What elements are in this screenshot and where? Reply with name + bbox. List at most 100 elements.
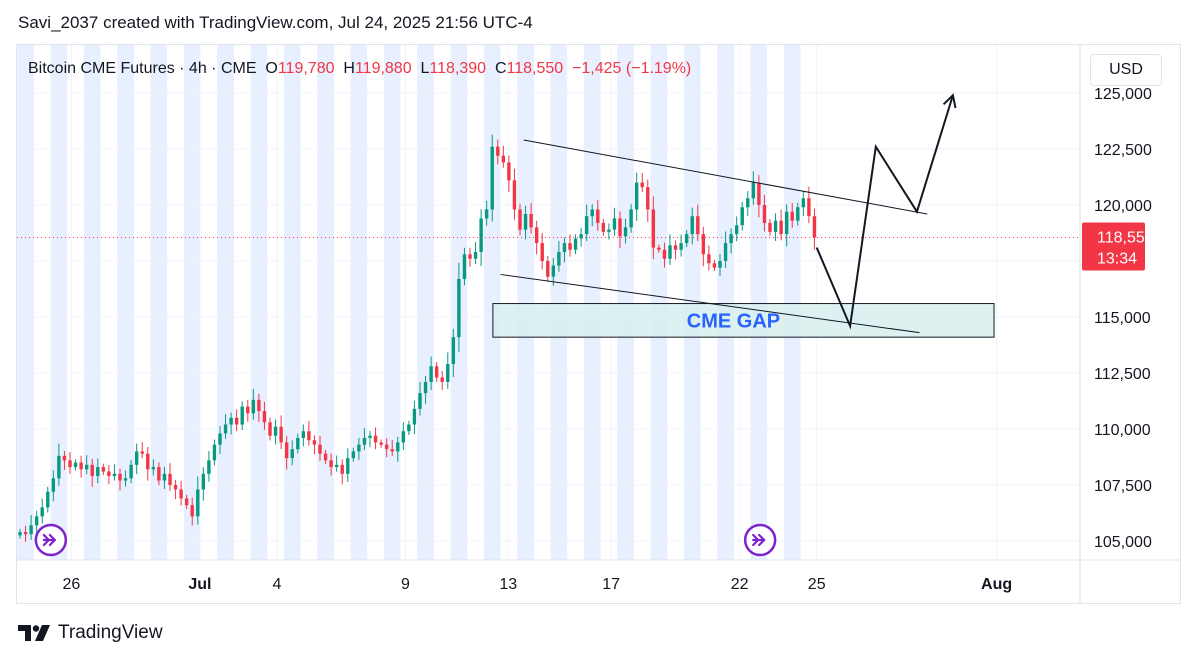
candle-body xyxy=(596,209,600,223)
candle xyxy=(673,240,678,260)
candle-body xyxy=(290,449,294,459)
candle-body xyxy=(273,426,278,436)
candle xyxy=(96,458,100,484)
candle xyxy=(162,466,167,489)
candle-body xyxy=(734,225,739,235)
candle-body xyxy=(79,462,83,470)
candle-body xyxy=(23,532,28,535)
candle-body xyxy=(151,467,156,470)
candle xyxy=(279,415,283,450)
candle-body xyxy=(62,455,67,461)
session-band xyxy=(550,45,568,560)
candle-body xyxy=(262,411,267,423)
candle-body xyxy=(229,417,233,425)
candle-body xyxy=(479,218,483,253)
candle xyxy=(51,470,56,502)
candle-body xyxy=(640,182,644,188)
candle-body xyxy=(96,467,100,477)
candle xyxy=(284,435,289,470)
price-tag-countdown: 13:34 xyxy=(1097,250,1137,267)
session-band xyxy=(117,45,134,560)
candle-body xyxy=(501,155,506,163)
candle xyxy=(151,459,156,476)
session-band xyxy=(217,45,234,560)
candle-body xyxy=(429,366,433,382)
session-band xyxy=(650,45,668,560)
candle-body xyxy=(201,473,206,490)
event-marker-icon[interactable] xyxy=(34,523,68,557)
currency-button[interactable]: USD xyxy=(1090,54,1162,86)
candle-body xyxy=(590,209,594,217)
candle xyxy=(207,450,211,482)
candle-body xyxy=(440,377,444,382)
candle-body xyxy=(568,243,572,250)
candle-body xyxy=(234,417,239,425)
candle-body xyxy=(168,473,172,485)
candle xyxy=(190,497,194,526)
candle xyxy=(457,262,461,352)
candle xyxy=(90,458,94,487)
candle xyxy=(62,450,67,470)
candle xyxy=(623,218,628,244)
candle xyxy=(740,201,744,231)
candle xyxy=(212,439,217,466)
candle xyxy=(73,459,78,471)
session-band xyxy=(517,45,534,560)
session-band xyxy=(317,45,334,560)
candle-body xyxy=(518,209,522,230)
candle xyxy=(351,447,356,462)
candle-body xyxy=(490,146,494,210)
candle-body xyxy=(784,211,789,235)
candle xyxy=(290,440,294,466)
candle-body xyxy=(796,207,800,221)
event-marker-glyph xyxy=(752,533,766,547)
candle-body xyxy=(701,234,706,255)
candle xyxy=(762,194,767,232)
candle-body xyxy=(434,366,439,378)
candle-body xyxy=(779,220,783,235)
candle-body xyxy=(134,451,139,465)
chart-frame xyxy=(16,44,1181,604)
candle-body xyxy=(462,254,467,279)
candle-body xyxy=(257,399,261,412)
candle-body xyxy=(401,431,406,443)
candle xyxy=(140,442,144,459)
candle xyxy=(734,216,739,242)
event-marker-icon[interactable] xyxy=(743,523,777,557)
symbol-title[interactable]: Bitcoin CME Futures · 4h · CME xyxy=(28,60,257,77)
price-axis-label: 105,000 xyxy=(1094,534,1152,551)
candle xyxy=(434,361,439,382)
candle-body xyxy=(218,433,222,445)
candle xyxy=(812,208,817,250)
candle xyxy=(301,424,306,447)
candle xyxy=(712,259,717,272)
session-band xyxy=(250,45,268,560)
session-band xyxy=(750,45,768,560)
candle-body xyxy=(712,263,717,268)
candle xyxy=(696,204,700,242)
candle xyxy=(268,417,272,441)
candle-body xyxy=(112,473,117,477)
candle-body xyxy=(40,507,44,517)
candle-body xyxy=(718,261,722,268)
candle-body xyxy=(679,243,683,250)
candle-body xyxy=(473,252,478,259)
candle xyxy=(29,515,33,540)
candle-body xyxy=(196,489,200,517)
candle xyxy=(129,460,133,483)
candle xyxy=(462,247,467,286)
projection-arrow xyxy=(815,93,957,330)
candle xyxy=(590,204,594,227)
last-price-tag: 118,550 13:34 xyxy=(1082,222,1154,271)
session-band xyxy=(617,45,634,560)
session-band xyxy=(50,45,68,560)
candle xyxy=(573,234,578,255)
candle xyxy=(234,409,239,432)
candle-body xyxy=(362,437,367,445)
projection-arrowhead xyxy=(942,93,957,109)
candle xyxy=(229,412,233,435)
candle-body xyxy=(118,473,122,481)
ohlc-legend: Bitcoin CME Futures · 4h · CME O119,780 … xyxy=(28,60,691,78)
candle xyxy=(196,476,200,525)
